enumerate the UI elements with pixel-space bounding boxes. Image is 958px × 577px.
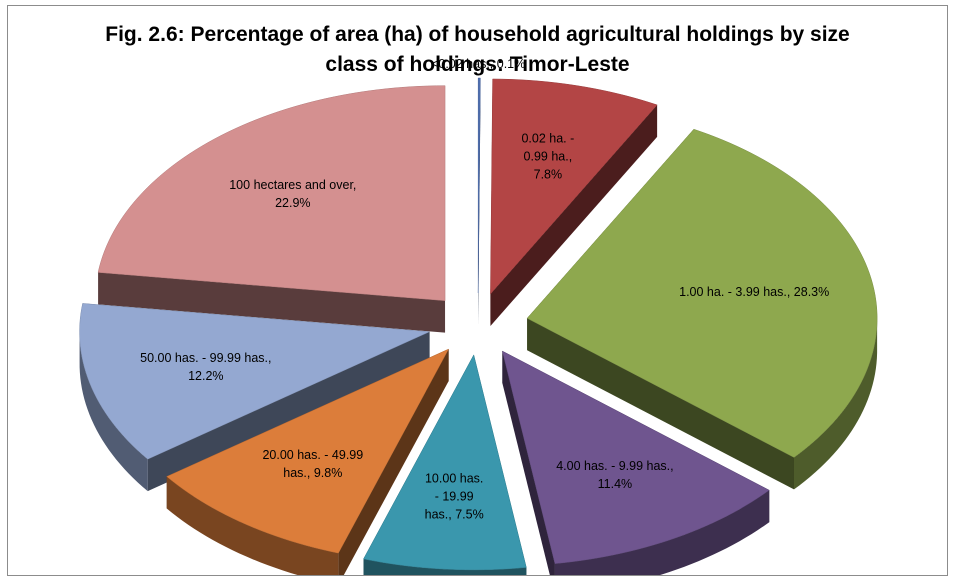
data-label-1-00-ha-3-99-has: 1.00 ha. - 3.99 has., 28.3% [679,285,829,299]
chart-title-line-2: class of holdings: Timor-Leste [325,53,630,76]
data-label-10-00-has-19-99-has: 10.00 has. - 19.99 has., 7.5% [425,471,484,521]
slice-top [79,303,431,460]
slice-0-02-has [477,77,481,326]
data-label-0-02-has: <0.02 has., 0.1% [431,57,525,71]
pie-chart: <0.02 has., 0.1% 0.02 ha. -0.99 ha., 7.8% 1… [79,57,878,575]
data-label-50-00-has-99-99-has: 50.00 has. - 99.99 has., 12.2% [140,351,271,383]
slice-top [490,78,658,295]
slice-top [526,128,878,458]
slice-top [166,348,450,554]
slice-side [166,476,339,575]
chart-frame: Fig. 2.6: Percentage of area (ha) of hou… [7,5,948,576]
slice-top [97,85,446,301]
slice-side [554,490,770,575]
slice-top [501,350,770,564]
chart-title-line-1: Fig. 2.6: Percentage of area (ha) of hou… [105,23,850,46]
slice-wall-end [502,351,555,575]
slice-wall-end [490,104,658,326]
slice-wall-start [147,331,430,492]
slice-50-00-has-99-99-has [79,303,431,492]
data-label-4-00-has-9-99-has: 4.00 has. - 9.99 has., 11.4% [556,459,673,491]
chart-title: Fig. 2.6: Percentage of area (ha) of hou… [8,20,947,80]
slice-1-00-ha-3-99-has [526,128,878,490]
slice-10-00-has-19-99-has [363,354,527,575]
slice-side [793,315,878,490]
slice-wall-end [527,318,794,490]
slice-0-02-ha-0-99-ha [490,78,658,326]
slice-4-00-has-9-99-has [501,350,770,575]
slice-top [363,354,527,571]
slice-20-00-has-49-99-has [166,348,450,575]
data-label-20-00-has-49-99-has: 20.00 has. - 49.99 has., 9.8% [262,448,363,480]
slice-side [79,329,148,492]
slice-side [363,558,527,575]
data-label-0-02-ha-0-99-ha: 0.02 ha. -0.99 ha., 7.8% [521,132,574,182]
data-label-100-hectares-and-over: 100 hectares and over, 22.9% [229,178,356,210]
slice-top [477,77,481,294]
slice-wall-start [98,272,446,333]
slice-wall-start [338,349,449,575]
slice-100-hectares-and-over [97,85,446,333]
